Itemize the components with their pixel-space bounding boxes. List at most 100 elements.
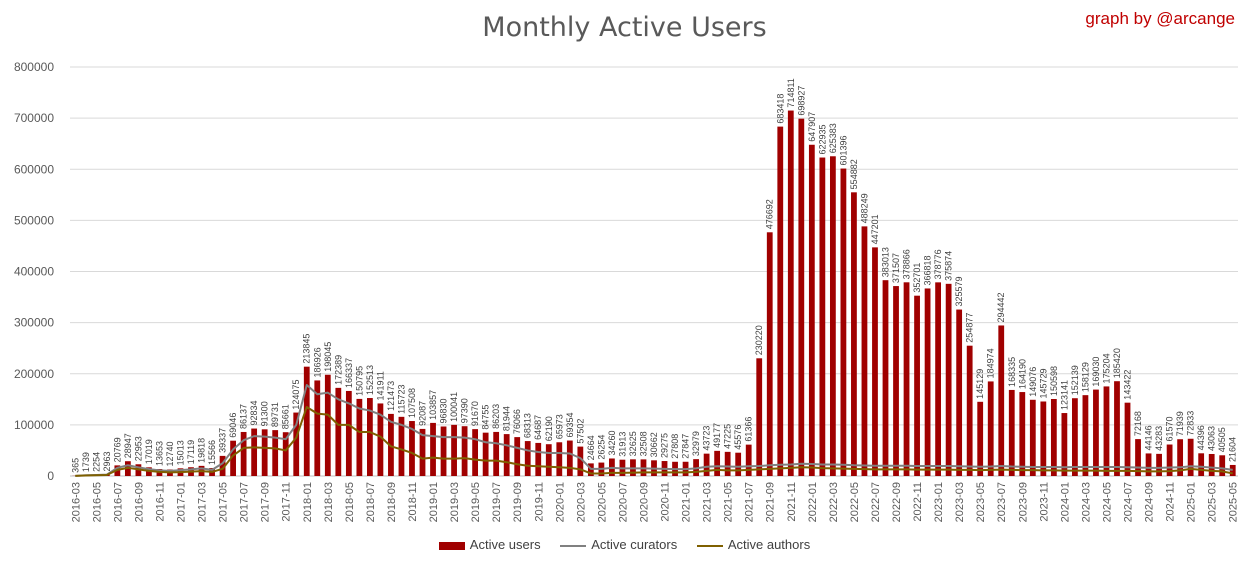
bar-2021-10 <box>777 126 784 477</box>
data-label-2022-05: 554882 <box>849 159 859 189</box>
bar-2021-03 <box>703 453 710 476</box>
y-tick-label: 800000 <box>14 60 54 74</box>
data-label-2022-07: 447201 <box>870 214 880 244</box>
bar-2022-10 <box>903 282 910 476</box>
x-tick-label: 2017-11 <box>281 482 293 522</box>
x-tick-label: 2023-07 <box>996 482 1008 522</box>
bar-2022-02 <box>819 157 826 476</box>
x-tick-label: 2020-07 <box>617 482 629 522</box>
x-tick-label: 2017-01 <box>175 482 187 522</box>
data-label-2017-09: 91300 <box>260 401 270 426</box>
data-label-2017-06: 69046 <box>228 413 238 438</box>
bar-2019-11 <box>535 442 542 476</box>
x-tick-label: 2022-07 <box>870 482 882 522</box>
x-tick-label: 2022-03 <box>828 482 840 522</box>
data-label-2022-09: 371507 <box>891 253 901 283</box>
data-label-2019-09: 76066 <box>512 409 522 434</box>
data-label-2024-09: 44146 <box>1144 425 1154 450</box>
x-tick-label: 2017-09 <box>260 482 272 522</box>
bar-2019-10 <box>524 441 531 476</box>
data-label-2024-11: 61570 <box>1165 416 1175 441</box>
data-label-2025-02: 44396 <box>1196 425 1206 450</box>
y-tick-label: 400000 <box>14 265 54 279</box>
bar-2019-09 <box>514 437 521 476</box>
data-label-2016-03: 365 <box>70 458 80 473</box>
data-label-2017-12: 124075 <box>291 380 301 410</box>
x-tick-label: 2024-01 <box>1059 482 1071 522</box>
data-label-2018-01: 213845 <box>302 334 312 364</box>
x-tick-label: 2021-05 <box>723 482 735 522</box>
data-label-2020-08: 32625 <box>628 431 638 456</box>
chart-title: Monthly Active Users <box>482 12 767 43</box>
x-tick-label: 2024-11 <box>1165 482 1177 522</box>
bar-2022-12 <box>924 288 931 476</box>
bar-2024-07 <box>1124 402 1131 476</box>
x-tick-label: 2020-09 <box>638 482 650 522</box>
bar-2023-05 <box>977 401 984 476</box>
data-label-2024-10: 43283 <box>1154 426 1164 451</box>
data-label-2019-02: 96830 <box>439 398 449 423</box>
bar-2021-04 <box>714 450 721 476</box>
y-tick-label: 500000 <box>14 213 54 227</box>
data-label-2016-06: 2963 <box>102 451 112 471</box>
bar-2021-08 <box>756 358 763 476</box>
bar-2023-03 <box>956 309 963 476</box>
x-tick-label: 2022-01 <box>807 482 819 522</box>
bar-2018-05 <box>345 390 352 476</box>
data-label-2017-02: 17119 <box>186 440 196 464</box>
data-label-2021-11: 714811 <box>786 78 796 107</box>
bar-2023-10 <box>1029 399 1036 476</box>
data-label-2017-05: 39337 <box>218 428 228 453</box>
x-tick-label: 2022-11 <box>912 482 924 522</box>
data-label-2018-10: 115723 <box>396 384 406 413</box>
data-label-2020-07: 31913 <box>617 432 627 457</box>
data-label-2019-10: 68313 <box>523 413 533 438</box>
data-label-2024-12: 71939 <box>1175 411 1185 436</box>
bar-2019-06 <box>482 432 489 476</box>
x-tick-label: 2025-03 <box>1207 482 1219 522</box>
x-tick-label: 2021-11 <box>786 482 798 522</box>
data-label-2023-07: 294442 <box>996 292 1006 322</box>
data-label-2019-12: 62190 <box>544 416 554 441</box>
data-label-2021-08: 230220 <box>754 325 764 355</box>
data-label-2025-05: 21604 <box>1228 437 1238 462</box>
bar-2017-10 <box>272 430 279 476</box>
data-label-2023-03: 325579 <box>954 277 964 307</box>
data-label-2017-08: 92834 <box>249 401 259 426</box>
x-tick-label: 2016-11 <box>154 482 166 522</box>
data-label-2023-12: 150598 <box>1049 366 1059 396</box>
data-label-2019-07: 86203 <box>491 404 501 429</box>
bar-2019-04 <box>461 426 468 476</box>
bar-2022-07 <box>872 247 878 476</box>
bar-2021-05 <box>724 451 731 476</box>
bar-2024-06 <box>1114 381 1120 476</box>
x-tick-label: 2018-07 <box>365 482 377 522</box>
data-label-2016-09: 22953 <box>133 436 143 461</box>
x-tick-label: 2017-05 <box>218 482 230 522</box>
bar-2020-02 <box>566 440 573 476</box>
data-label-2023-05: 145129 <box>975 369 985 399</box>
legend-label-active-curators: Active curators <box>591 537 678 552</box>
data-label-2024-04: 169030 <box>1091 357 1101 387</box>
bar-2024-09 <box>1145 453 1152 476</box>
legend-item-active-authors: Active authors <box>696 537 810 552</box>
legend-swatch-active-authors <box>696 544 723 547</box>
bar-2023-06 <box>987 381 994 476</box>
x-tick-label: 2021-07 <box>744 482 756 522</box>
data-label-2016-10: 17019 <box>144 439 154 464</box>
data-label-2024-03: 158129 <box>1080 362 1090 392</box>
bar-2019-05 <box>472 429 479 476</box>
x-tick-label: 2019-11 <box>533 482 545 522</box>
data-label-2020-04: 24664 <box>586 435 596 460</box>
bar-2023-07 <box>998 325 1005 476</box>
bar-2018-07 <box>366 398 373 476</box>
x-tick-label: 2016-05 <box>91 482 103 522</box>
x-tick-label: 2021-09 <box>765 482 777 522</box>
data-label-2017-04: 15566 <box>207 440 217 465</box>
bar-2025-04 <box>1219 455 1226 476</box>
x-tick-label: 2019-05 <box>470 482 482 522</box>
data-label-2020-01: 65973 <box>554 414 564 439</box>
bar-2023-04 <box>966 345 973 476</box>
bar-2018-10 <box>398 416 405 476</box>
